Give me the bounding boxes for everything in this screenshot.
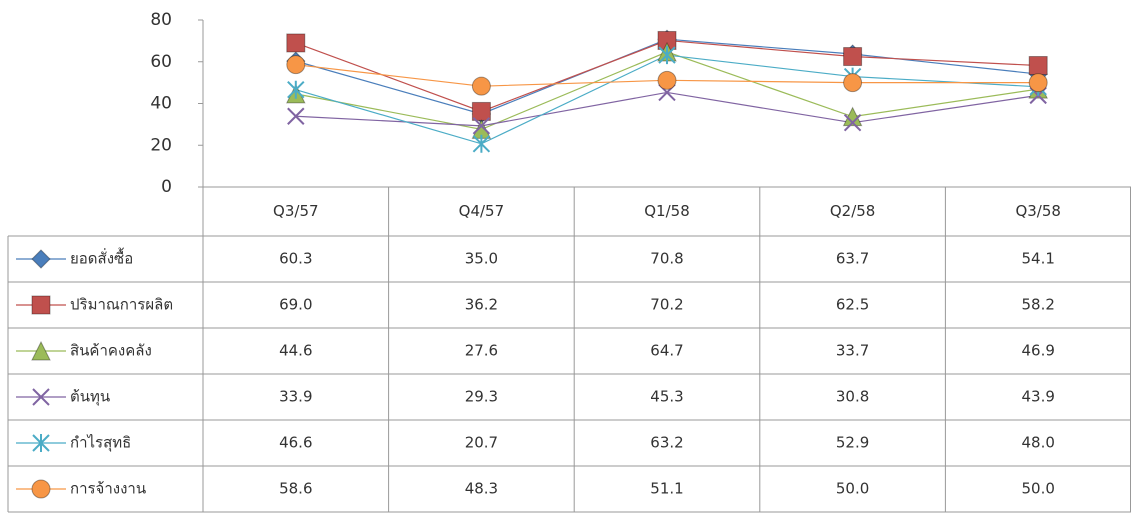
y-tick-label: 80 [150, 10, 172, 30]
table-value: 29.3 [465, 388, 498, 406]
marker [472, 134, 491, 153]
marker [287, 80, 305, 99]
legend-label: ต้นทุน [70, 388, 110, 407]
table-value: 50.0 [1021, 480, 1054, 498]
marker [843, 113, 862, 132]
y-tick-label: 40 [150, 94, 172, 114]
table-value: 60.3 [279, 250, 312, 268]
marker [843, 73, 863, 93]
x-tick-label: Q2/58 [830, 202, 876, 220]
marker [32, 434, 50, 452]
table-value: 62.5 [836, 296, 869, 314]
legend-label: การจ้างงาน [70, 480, 146, 498]
table-value: 54.1 [1021, 250, 1054, 268]
marker [32, 388, 50, 406]
table-value: 69.0 [279, 296, 312, 314]
table-value: 58.6 [279, 480, 312, 498]
table-value: 45.3 [650, 388, 683, 406]
table-value: 48.0 [1021, 434, 1054, 452]
table-value: 44.6 [279, 342, 312, 360]
table-value: 70.2 [650, 296, 683, 314]
table-value: 51.1 [650, 480, 683, 498]
x-tick-label: Q3/58 [1015, 202, 1061, 220]
marker [471, 76, 491, 96]
legend-label: สินค้าคงคลัง [70, 342, 152, 360]
table-value: 50.0 [836, 480, 869, 498]
marker [471, 101, 491, 121]
marker [472, 117, 491, 135]
marker [31, 479, 51, 499]
marker [31, 249, 51, 269]
table-value: 46.9 [1021, 342, 1054, 360]
y-tick-label: 20 [150, 135, 172, 155]
table-value: 63.2 [650, 434, 683, 452]
table-value: 43.9 [1021, 388, 1054, 406]
y-tick-label: 60 [150, 52, 172, 72]
table-value: 48.3 [465, 480, 498, 498]
marker [286, 55, 306, 75]
table-value: 33.9 [279, 388, 312, 406]
table-value: 33.7 [836, 342, 869, 360]
table-value: 58.2 [1021, 296, 1054, 314]
marker [657, 70, 677, 90]
marker [843, 47, 863, 67]
table-value: 70.8 [650, 250, 683, 268]
table-value: 36.2 [465, 296, 498, 314]
marker [31, 340, 51, 361]
marker [287, 107, 305, 125]
table-value: 52.9 [836, 434, 869, 452]
legend-label: กำไรสุทธิ [70, 434, 131, 453]
x-tick-label: Q3/57 [273, 202, 319, 220]
table-value: 35.0 [465, 250, 498, 268]
legend-label: ยอดสั่งซื้อ [70, 248, 133, 268]
marker [31, 295, 51, 315]
series-line [295, 54, 1039, 145]
table-value: 30.8 [836, 388, 869, 406]
marker [842, 106, 863, 127]
marker [658, 46, 676, 65]
marker [286, 33, 306, 53]
table-value: 63.7 [836, 250, 869, 268]
y-tick-label: 0 [161, 177, 172, 197]
marker [1028, 73, 1048, 93]
x-tick-label: Q1/58 [644, 202, 690, 220]
table-value: 64.7 [650, 342, 683, 360]
x-tick-label: Q4/57 [459, 202, 505, 220]
marker [1028, 56, 1048, 76]
series-line [295, 91, 1039, 127]
table-value: 27.6 [465, 342, 498, 360]
legend-label: ปริมาณการผลิต [70, 296, 173, 314]
table-value: 20.7 [465, 434, 498, 452]
table-value: 46.6 [279, 434, 312, 452]
